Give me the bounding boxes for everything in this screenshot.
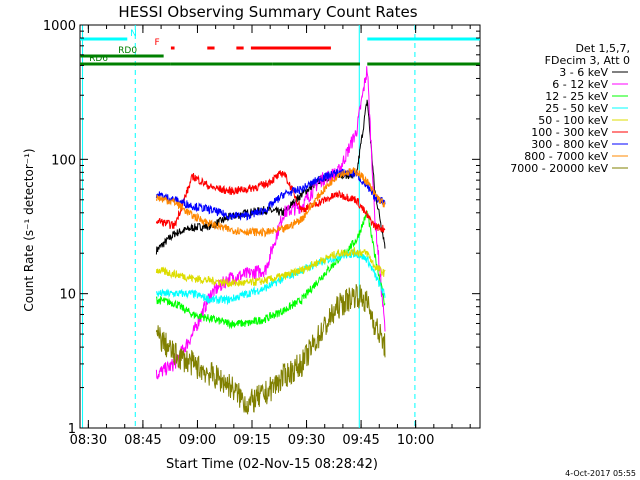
legend-header: Det 1,5,7, bbox=[575, 42, 630, 55]
legend-label: 100 - 300 keV bbox=[531, 126, 608, 139]
legend-label: 800 - 7000 keV bbox=[524, 150, 608, 163]
legend-header: FDecim 3, Att 0 bbox=[545, 54, 630, 67]
series-layer bbox=[155, 66, 386, 415]
series-line bbox=[155, 246, 386, 288]
legend-label: 300 - 800 keV bbox=[531, 138, 608, 151]
state-bar-segment bbox=[272, 62, 360, 66]
state-bar-label: RD0 bbox=[118, 46, 137, 56]
state-bar-segment bbox=[367, 37, 480, 41]
y-tick-label: 1 bbox=[68, 422, 76, 437]
series-line bbox=[155, 167, 386, 238]
series-line bbox=[155, 284, 386, 415]
y-tick-label: 1000 bbox=[43, 19, 76, 34]
state-bar-segment bbox=[80, 62, 171, 66]
state-bar-label: F bbox=[155, 38, 160, 48]
state-bar-segment bbox=[207, 46, 215, 50]
state-bar-label: RD6 bbox=[89, 54, 108, 64]
state-bars: N F RD0 RD6 bbox=[80, 29, 480, 66]
series-line bbox=[155, 66, 386, 380]
state-bar-segment bbox=[250, 46, 331, 50]
y-tick-label: 100 bbox=[51, 153, 76, 168]
legend-label: 3 - 6 keV bbox=[559, 66, 608, 79]
state-bar-segment bbox=[236, 46, 244, 50]
series-line bbox=[155, 170, 386, 233]
date-stamp: 4-Oct-2017 05:55 bbox=[565, 469, 636, 478]
x-tick-label: 09:15 bbox=[233, 433, 270, 448]
x-tick-label: 10:00 bbox=[397, 433, 434, 448]
legend-label: 12 - 25 keV bbox=[545, 90, 608, 103]
x-tick-label: 08:30 bbox=[70, 433, 107, 448]
legend-label: 7000 - 20000 keV bbox=[510, 162, 608, 175]
x-axis-label: Start Time (02-Nov-15 08:28:42) bbox=[166, 457, 378, 472]
y-axis-label: Count Rate (s⁻¹ detector⁻¹) bbox=[22, 148, 36, 311]
legend-label: 25 - 50 keV bbox=[545, 102, 608, 115]
legend-label: 50 - 100 keV bbox=[538, 114, 608, 127]
state-bar-segment bbox=[80, 37, 128, 41]
x-tick-label: 09:45 bbox=[342, 433, 379, 448]
x-tick-label: 09:00 bbox=[179, 433, 216, 448]
x-tick-label: 09:30 bbox=[288, 433, 325, 448]
x-tick-label: 08:45 bbox=[124, 433, 161, 448]
state-bar-segment bbox=[80, 54, 164, 58]
state-bar-segment bbox=[170, 46, 175, 50]
state-bar-segment bbox=[367, 62, 480, 66]
state-bar-segment bbox=[170, 62, 273, 66]
axes-layer: 08:30 08:45 09:00 09:15 09:30 09:45 10:00 1 10 10… bbox=[43, 19, 480, 448]
series-line bbox=[155, 168, 386, 221]
y-tick-label: 10 bbox=[59, 288, 76, 303]
plot-frame bbox=[79, 24, 481, 429]
legend-label: 6 - 12 keV bbox=[552, 78, 608, 91]
state-bar-label: N bbox=[130, 29, 137, 39]
plot-area bbox=[79, 24, 481, 429]
chart-title: HESSI Observing Summary Count Rates bbox=[118, 3, 417, 21]
